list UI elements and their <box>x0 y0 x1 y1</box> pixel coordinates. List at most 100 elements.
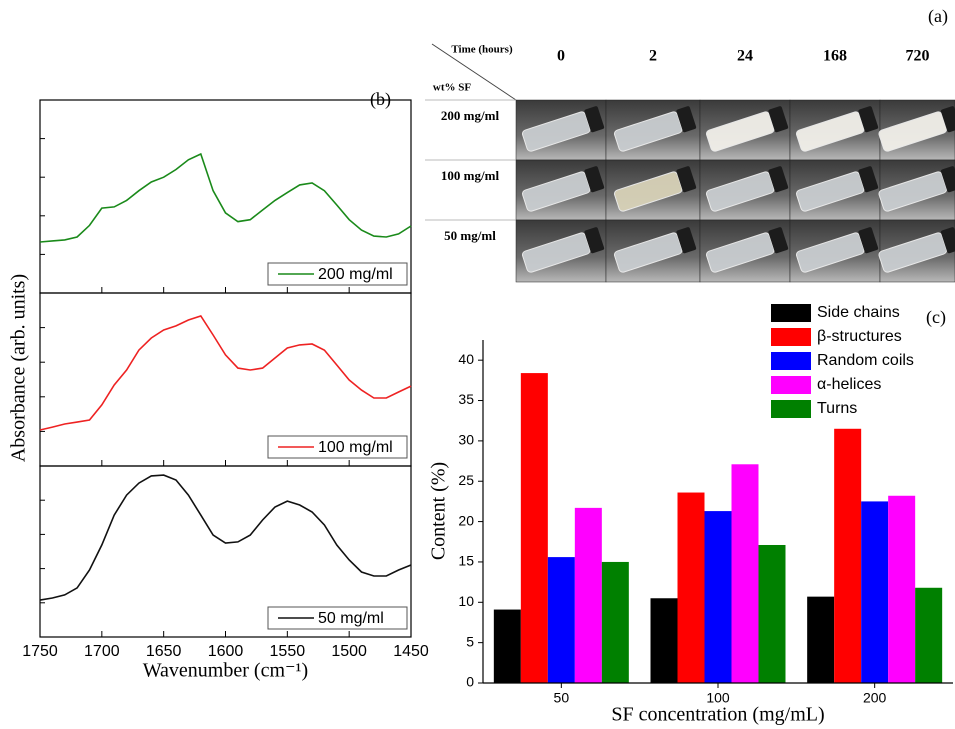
vial <box>614 106 697 152</box>
vial-body <box>522 111 591 152</box>
bar <box>493 609 521 683</box>
bar <box>758 544 786 683</box>
legend-label: Side chains <box>817 304 900 321</box>
vial <box>796 227 879 273</box>
vial <box>878 166 955 212</box>
column-label: 168 <box>823 48 847 65</box>
column-label: 0 <box>557 48 565 65</box>
legend-label: 100 mg/ml <box>318 439 393 456</box>
bar <box>547 557 575 683</box>
legend-box <box>267 606 408 630</box>
legend-label: Turns <box>817 400 857 417</box>
y-tick-label: 40 <box>458 351 474 367</box>
corner-top: Time (hours) <box>451 44 513 56</box>
vial-body <box>796 171 865 212</box>
legend-box <box>267 262 408 286</box>
vial-body <box>614 232 683 273</box>
vial-body <box>706 171 775 212</box>
vial-cap <box>676 106 697 133</box>
vial-body <box>878 111 947 152</box>
vial-body <box>878 232 947 273</box>
legend-label: 50 mg/ml <box>318 610 384 627</box>
row-label: 200 mg/ml <box>441 108 500 123</box>
vial-cap <box>676 166 697 193</box>
vial <box>522 106 605 152</box>
corner-bottom: wt% SF <box>433 82 471 94</box>
bar <box>731 464 759 683</box>
x-tick-label: 1550 <box>270 643 306 660</box>
bar <box>807 596 835 683</box>
legend-box <box>267 435 408 459</box>
x-tick-label: 1450 <box>393 643 429 660</box>
vial-body <box>706 232 775 273</box>
vial-cap <box>768 166 789 193</box>
vial <box>522 166 605 212</box>
vial-body <box>614 171 683 212</box>
bar <box>704 511 732 683</box>
bar <box>888 495 916 683</box>
row-label: 50 mg/ml <box>444 228 496 243</box>
legend-swatch <box>771 304 811 322</box>
legend-swatch <box>771 400 811 418</box>
vial-cap <box>940 166 955 193</box>
y-tick-label: 10 <box>458 593 474 609</box>
x-tick-label: 200 <box>863 690 887 706</box>
vial-cap <box>584 227 605 254</box>
x-tick-label: 1700 <box>84 643 120 660</box>
y-axis-label: Absorbance (arb. units) <box>8 274 30 462</box>
vial-cap <box>584 166 605 193</box>
bar <box>677 492 705 683</box>
column-label: 2 <box>649 48 657 65</box>
vial-cap <box>940 106 955 133</box>
row-label: 100 mg/ml <box>441 168 500 183</box>
vial-body <box>522 232 591 273</box>
vial-cap <box>768 227 789 254</box>
bar <box>520 373 548 683</box>
vial-body <box>878 171 947 212</box>
vial-cap <box>858 227 879 254</box>
panel-label: (c) <box>926 307 946 328</box>
y-tick-label: 5 <box>466 633 474 649</box>
x-tick-label: 1750 <box>22 643 58 660</box>
x-tick-label: 1500 <box>331 643 367 660</box>
spectrum-line <box>39 152 412 243</box>
y-tick-label: 35 <box>458 391 474 407</box>
spectrum-line <box>39 315 412 431</box>
legend-swatch <box>771 376 811 394</box>
vial <box>706 227 789 273</box>
vial <box>614 227 697 273</box>
y-tick-label: 20 <box>458 512 474 528</box>
vial-cap <box>858 106 879 133</box>
bar <box>574 507 602 683</box>
x-tick-label: 1650 <box>146 643 182 660</box>
corner-diagonal <box>431 43 517 101</box>
vial-cap <box>858 166 879 193</box>
bar <box>650 598 678 683</box>
x-axis-label: SF concentration (mg/mL) <box>611 704 824 726</box>
vial <box>522 227 605 273</box>
legend-label: β-structures <box>817 328 902 345</box>
vial-body <box>796 111 865 152</box>
bar <box>861 501 889 683</box>
vial <box>878 106 955 152</box>
legend-label: 200 mg/ml <box>318 266 393 283</box>
vial-body <box>522 171 591 212</box>
vial <box>796 106 879 152</box>
panel-label: (a) <box>928 6 948 27</box>
vial <box>706 166 789 212</box>
vial-cap <box>768 106 789 133</box>
bar <box>834 428 862 683</box>
x-axis-label: Wavenumber (cm⁻¹) <box>143 660 308 682</box>
y-axis-label: Content (%) <box>428 462 450 560</box>
y-tick-label: 15 <box>458 553 474 569</box>
vial <box>796 166 879 212</box>
y-tick-label: 25 <box>458 472 474 488</box>
legend-swatch <box>771 328 811 346</box>
spectrum-line <box>39 474 412 601</box>
legend-label: α-helices <box>817 376 881 393</box>
vial <box>878 227 955 273</box>
x-tick-label: 1600 <box>208 643 244 660</box>
x-tick-label: 100 <box>706 690 730 706</box>
legend-label: Random coils <box>817 352 914 369</box>
